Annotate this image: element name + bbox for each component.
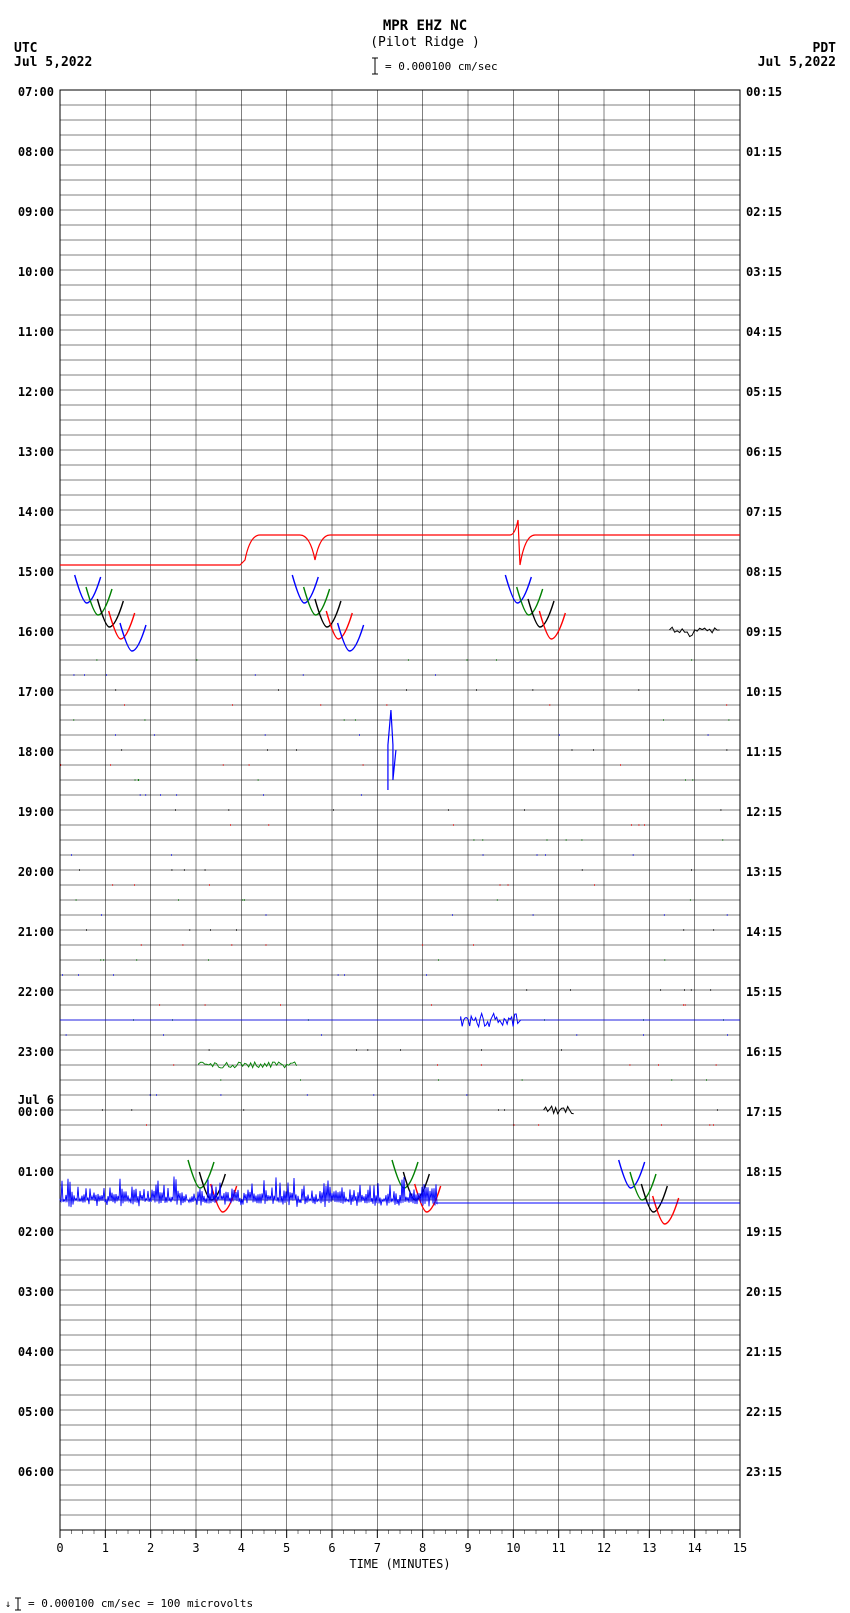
svg-text:07:15: 07:15 <box>746 505 782 519</box>
svg-text:10:15: 10:15 <box>746 685 782 699</box>
svg-text:19:15: 19:15 <box>746 1225 782 1239</box>
svg-text:19:00: 19:00 <box>18 805 54 819</box>
svg-text:12: 12 <box>597 1541 611 1555</box>
svg-text:13: 13 <box>642 1541 656 1555</box>
svg-text:15:15: 15:15 <box>746 985 782 999</box>
svg-text:↓: ↓ <box>5 1599 11 1610</box>
svg-text:03:00: 03:00 <box>18 1285 54 1299</box>
svg-text:16:15: 16:15 <box>746 1045 782 1059</box>
svg-text:0: 0 <box>56 1541 63 1555</box>
svg-text:PDT: PDT <box>813 41 837 56</box>
svg-text:17:00: 17:00 <box>18 685 54 699</box>
helicorder-plot: MPR EHZ NC(Pilot Ridge ) = 0.000100 cm/se… <box>0 0 850 1613</box>
svg-text:21:15: 21:15 <box>746 1345 782 1359</box>
svg-text:9: 9 <box>464 1541 471 1555</box>
svg-text:02:00: 02:00 <box>18 1225 54 1239</box>
svg-text:18:15: 18:15 <box>746 1165 782 1179</box>
svg-text:7: 7 <box>374 1541 381 1555</box>
svg-text:(Pilot Ridge ): (Pilot Ridge ) <box>370 35 480 50</box>
svg-text:18:00: 18:00 <box>18 745 54 759</box>
svg-text:07:00: 07:00 <box>18 85 54 99</box>
svg-text:02:15: 02:15 <box>746 205 782 219</box>
svg-text:14: 14 <box>687 1541 701 1555</box>
svg-text:04:00: 04:00 <box>18 1345 54 1359</box>
svg-text:22:00: 22:00 <box>18 985 54 999</box>
svg-text:2: 2 <box>147 1541 154 1555</box>
svg-text:20:00: 20:00 <box>18 865 54 879</box>
svg-text:14:00: 14:00 <box>18 505 54 519</box>
svg-text:16:00: 16:00 <box>18 625 54 639</box>
svg-text:11:15: 11:15 <box>746 745 782 759</box>
svg-text:8: 8 <box>419 1541 426 1555</box>
svg-text:17:15: 17:15 <box>746 1105 782 1119</box>
svg-text:15: 15 <box>733 1541 747 1555</box>
svg-text:23:15: 23:15 <box>746 1465 782 1479</box>
svg-text:Jul 5,2022: Jul 5,2022 <box>14 55 92 70</box>
svg-text:01:00: 01:00 <box>18 1165 54 1179</box>
svg-text:UTC: UTC <box>14 41 37 56</box>
svg-text:Jul 5,2022: Jul 5,2022 <box>758 55 836 70</box>
svg-text:06:15: 06:15 <box>746 445 782 459</box>
svg-text:13:00: 13:00 <box>18 445 54 459</box>
svg-text:20:15: 20:15 <box>746 1285 782 1299</box>
svg-text:= 0.000100 cm/sec: = 0.000100 cm/sec <box>385 60 498 73</box>
svg-text:11: 11 <box>551 1541 565 1555</box>
svg-text:05:15: 05:15 <box>746 385 782 399</box>
svg-text:09:15: 09:15 <box>746 625 782 639</box>
svg-text:05:00: 05:00 <box>18 1405 54 1419</box>
svg-text:TIME (MINUTES): TIME (MINUTES) <box>349 1557 450 1571</box>
svg-text:11:00: 11:00 <box>18 325 54 339</box>
svg-text:6: 6 <box>328 1541 335 1555</box>
svg-text:21:00: 21:00 <box>18 925 54 939</box>
svg-text:00:15: 00:15 <box>746 85 782 99</box>
svg-text:04:15: 04:15 <box>746 325 782 339</box>
svg-text:09:00: 09:00 <box>18 205 54 219</box>
svg-text:06:00: 06:00 <box>18 1465 54 1479</box>
svg-text:12:00: 12:00 <box>18 385 54 399</box>
svg-text:10: 10 <box>506 1541 520 1555</box>
svg-text:5: 5 <box>283 1541 290 1555</box>
svg-text:MPR EHZ NC: MPR EHZ NC <box>383 18 467 34</box>
svg-text:1: 1 <box>102 1541 109 1555</box>
svg-text:14:15: 14:15 <box>746 925 782 939</box>
svg-text:4: 4 <box>238 1541 245 1555</box>
svg-text:15:00: 15:00 <box>18 565 54 579</box>
svg-text:01:15: 01:15 <box>746 145 782 159</box>
svg-text:3: 3 <box>192 1541 199 1555</box>
svg-text:13:15: 13:15 <box>746 865 782 879</box>
svg-text:23:00: 23:00 <box>18 1045 54 1059</box>
svg-text:08:15: 08:15 <box>746 565 782 579</box>
svg-text:10:00: 10:00 <box>18 265 54 279</box>
svg-text:00:00: 00:00 <box>18 1105 54 1119</box>
svg-text:12:15: 12:15 <box>746 805 782 819</box>
svg-text:22:15: 22:15 <box>746 1405 782 1419</box>
svg-text:03:15: 03:15 <box>746 265 782 279</box>
svg-text:= 0.000100 cm/sec = 100 mic: = 0.000100 cm/sec = 100 microvolts <box>28 1597 253 1610</box>
svg-text:08:00: 08:00 <box>18 145 54 159</box>
